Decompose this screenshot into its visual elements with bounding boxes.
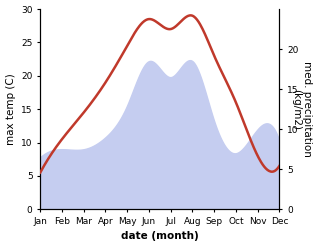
X-axis label: date (month): date (month) <box>121 231 199 242</box>
Y-axis label: max temp (C): max temp (C) <box>5 73 16 145</box>
Y-axis label: med. precipitation
(kg/m2): med. precipitation (kg/m2) <box>291 61 313 157</box>
